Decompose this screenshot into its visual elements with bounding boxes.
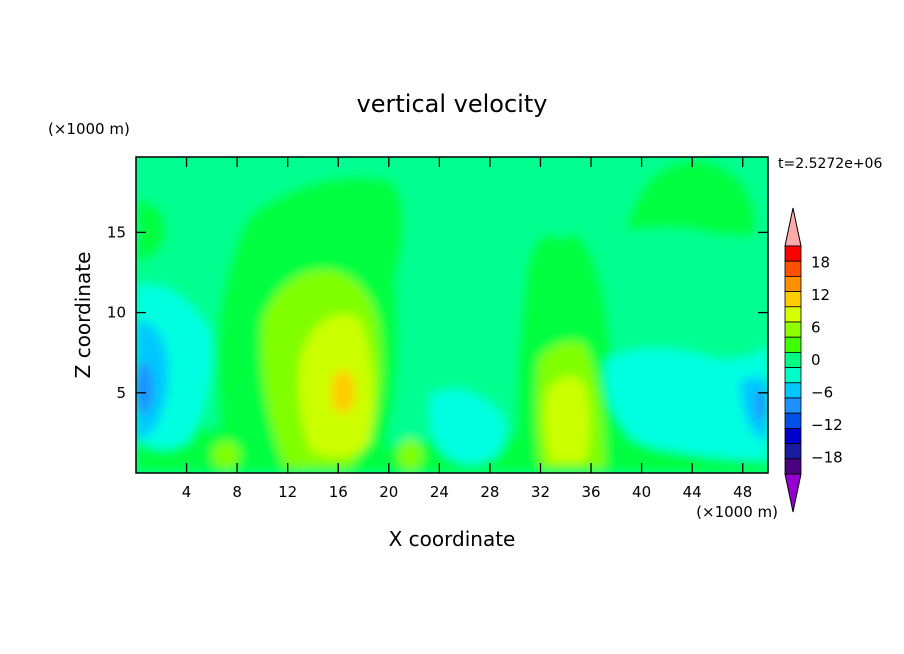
y-tick-label: 15	[107, 223, 126, 241]
x-tick-label: 8	[232, 483, 242, 501]
y-tick-label: 5	[116, 384, 126, 402]
x-tick-label: 44	[683, 483, 702, 501]
colorbar-label: 12	[811, 286, 830, 304]
colorbar-min-triangle	[784, 473, 802, 513]
velocity-field	[136, 157, 768, 473]
colorbar-box	[784, 397, 802, 414]
updraft-strong-right	[544, 376, 590, 462]
colorbar-label: −6	[811, 384, 833, 402]
x-tick-label: 12	[278, 483, 297, 501]
x-tick-label: 16	[329, 483, 348, 501]
colorbar-box	[784, 260, 802, 277]
colorbar-box	[784, 336, 802, 353]
colorbar-box	[784, 427, 802, 444]
x-axis: 4 8 12 16 20 24 28 32 36 40 44 48	[182, 157, 752, 501]
updraft-weak-upper-right	[625, 160, 756, 237]
time-label: t=2.5272e+06	[778, 156, 882, 172]
x-unit-label: (×1000 m)	[696, 503, 778, 521]
updraft-max-core	[331, 370, 355, 414]
x-tick-label: 28	[480, 483, 499, 501]
colorbar-label: −18	[811, 449, 843, 467]
colorbar-box	[784, 321, 802, 338]
x-tick-label: 48	[733, 483, 752, 501]
colorbar-label: −12	[811, 416, 843, 434]
x-tick-label: 32	[531, 483, 550, 501]
updraft-weak-edge	[136, 200, 166, 262]
x-tick-label: 24	[430, 483, 449, 501]
colorbar-label: 6	[811, 318, 821, 336]
x-axis-label: X coordinate	[389, 527, 516, 551]
colorbar: 18 12 6 0 −6 −12 −18	[784, 207, 843, 513]
chart-title: vertical velocity	[357, 90, 548, 118]
x-tick-label: 36	[581, 483, 600, 501]
y-axis-label: Z coordinate	[71, 252, 95, 379]
colorbar-box	[784, 382, 802, 399]
x-tick-label: 40	[632, 483, 651, 501]
plot-frame	[135, 156, 769, 474]
updraft-moderate-small-1	[212, 441, 240, 469]
downdraft-strong-right	[756, 389, 768, 421]
downdraft-weak-right	[604, 340, 768, 461]
colorbar-box	[784, 458, 802, 475]
downdraft-strong-left	[136, 362, 153, 414]
colorbar-box	[784, 306, 802, 323]
x-tick-label: 4	[182, 483, 192, 501]
colorbar-box	[784, 275, 802, 292]
colorbar-label: 18	[811, 253, 830, 271]
updraft-moderate-small-2	[398, 439, 422, 471]
colorbar-max-triangle	[784, 207, 802, 247]
y-tick-label: 10	[107, 304, 126, 322]
y-unit-label: (×1000 m)	[48, 120, 130, 138]
colorbar-box	[784, 245, 802, 262]
colorbar-box	[784, 412, 802, 429]
colorbar-label: 0	[811, 351, 821, 369]
downdraft-weak-center	[429, 389, 507, 465]
colorbar-box	[784, 351, 802, 368]
colorbar-box	[784, 367, 802, 384]
y-axis: 5 10 15	[107, 223, 768, 402]
x-tick-label: 20	[379, 483, 398, 501]
colorbar-box	[784, 443, 802, 460]
colorbar-box	[784, 291, 802, 308]
